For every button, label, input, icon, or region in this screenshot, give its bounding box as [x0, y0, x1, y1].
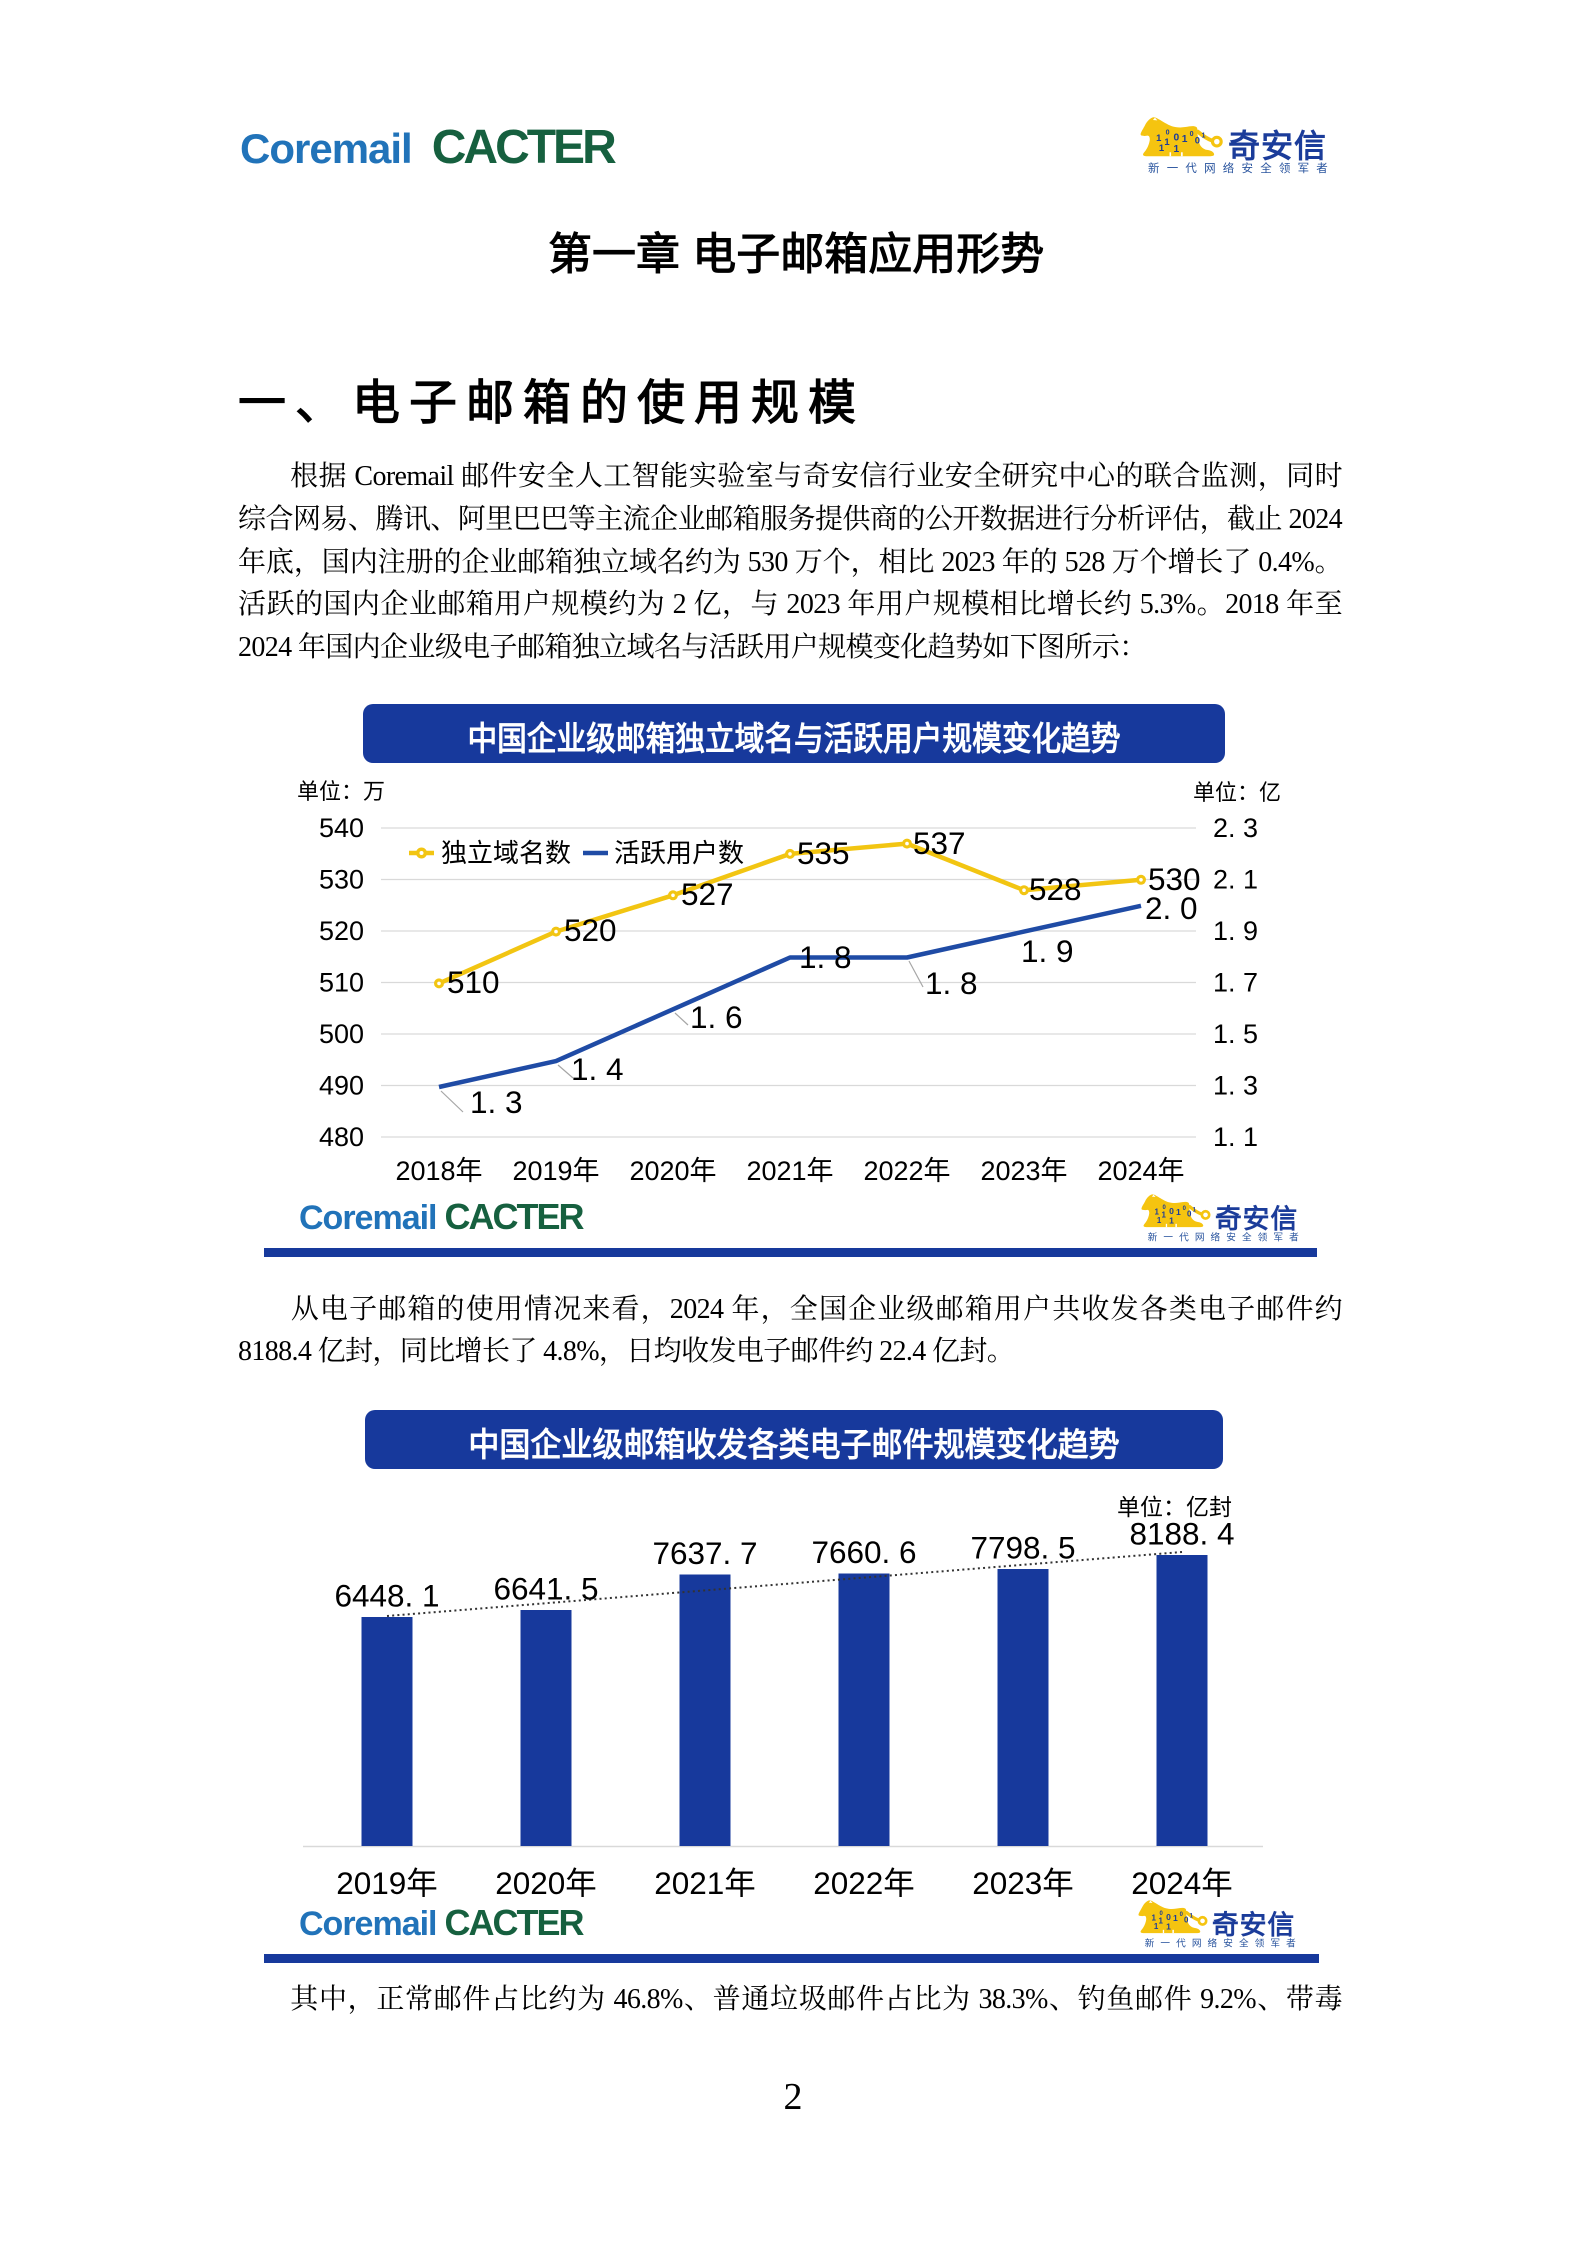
svg-text:2023年: 2023年: [972, 1865, 1074, 1901]
svg-text:7660. 6: 7660. 6: [811, 1534, 916, 1570]
svg-text:1. 5: 1. 5: [1213, 1019, 1258, 1049]
svg-text:2019年: 2019年: [336, 1865, 438, 1901]
svg-text:2022年: 2022年: [863, 1156, 950, 1186]
svg-text:2022年: 2022年: [813, 1865, 915, 1901]
svg-text:独立域名数: 独立域名数: [441, 838, 571, 868]
svg-text:2023年: 2023年: [980, 1156, 1067, 1186]
svg-text:1. 3: 1. 3: [1213, 1071, 1258, 1101]
svg-text:1. 9: 1. 9: [1021, 933, 1074, 969]
svg-text:活跃用户数: 活跃用户数: [614, 838, 744, 868]
svg-text:490: 490: [319, 1071, 364, 1101]
svg-text:2. 1: 2. 1: [1213, 865, 1258, 895]
svg-text:6448. 1: 6448. 1: [334, 1578, 439, 1614]
svg-text:2021年: 2021年: [746, 1156, 833, 1186]
svg-text:537: 537: [913, 825, 966, 861]
svg-text:510: 510: [319, 968, 364, 998]
svg-text:6641. 5: 6641. 5: [493, 1571, 598, 1607]
svg-text:1. 3: 1. 3: [470, 1084, 523, 1120]
svg-text:1. 1: 1. 1: [1213, 1122, 1258, 1152]
svg-text:530: 530: [1148, 861, 1201, 897]
svg-text:1. 4: 1. 4: [571, 1051, 624, 1087]
svg-text:单位：万: 单位：万: [297, 779, 385, 804]
svg-text:530: 530: [319, 865, 364, 895]
svg-text:7637. 7: 7637. 7: [652, 1535, 757, 1571]
svg-text:480: 480: [319, 1122, 364, 1152]
svg-text:2018年: 2018年: [395, 1156, 482, 1186]
svg-text:1. 6: 1. 6: [690, 999, 743, 1035]
svg-text:7798. 5: 7798. 5: [970, 1530, 1075, 1566]
svg-text:1. 8: 1. 8: [799, 939, 852, 975]
svg-text:535: 535: [797, 835, 850, 871]
svg-text:500: 500: [319, 1019, 364, 1049]
svg-text:1. 9: 1. 9: [1213, 916, 1258, 946]
svg-text:2020年: 2020年: [495, 1865, 597, 1901]
svg-text:8188. 4: 8188. 4: [1129, 1516, 1234, 1552]
svg-text:1. 7: 1. 7: [1213, 968, 1258, 998]
svg-text:528: 528: [1029, 871, 1082, 907]
svg-text:527: 527: [681, 876, 734, 912]
svg-text:2024年: 2024年: [1131, 1865, 1233, 1901]
svg-text:540: 540: [319, 813, 364, 843]
svg-text:2024年: 2024年: [1097, 1156, 1184, 1186]
svg-text:2. 3: 2. 3: [1213, 813, 1258, 843]
svg-text:2021年: 2021年: [654, 1865, 756, 1901]
svg-text:中国企业级邮箱独立域名与活跃用户规模变化趋势: 中国企业级邮箱独立域名与活跃用户规模变化趋势: [467, 720, 1120, 758]
svg-text:2020年: 2020年: [629, 1156, 716, 1186]
svg-text:单位：亿封: 单位：亿封: [1117, 1494, 1232, 1520]
svg-text:510: 510: [447, 964, 500, 1000]
svg-text:2. 0: 2. 0: [1145, 890, 1198, 926]
svg-text:520: 520: [319, 916, 364, 946]
svg-text:520: 520: [564, 912, 617, 948]
svg-text:单位：亿: 单位：亿: [1193, 780, 1281, 805]
svg-text:中国企业级邮箱收发各类电子邮件规模变化趋势: 中国企业级邮箱收发各类电子邮件规模变化趋势: [468, 1426, 1119, 1463]
svg-text:1. 8: 1. 8: [925, 965, 978, 1001]
svg-text:2019年: 2019年: [512, 1156, 599, 1186]
